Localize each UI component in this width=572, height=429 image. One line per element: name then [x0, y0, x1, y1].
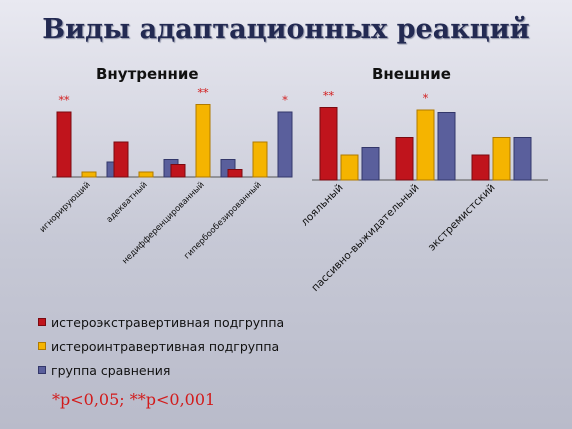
legend-swatch-series3 [38, 366, 46, 374]
legend-item-series2: истероинтравертивная подгруппа [38, 334, 284, 358]
significance-marker: ** [323, 90, 335, 103]
slide-title: Виды адаптационных реакций [42, 14, 530, 45]
chart-title-external: Внешние [372, 65, 451, 83]
chart-external: **лояльный*пассивно-выжидательный экстрем… [299, 90, 548, 294]
bar-external-экстремистский-series1 [471, 154, 490, 181]
bar-external-лояльный-series3 [361, 147, 380, 181]
bar-internal-адекватный-series1 [113, 141, 129, 178]
bar-external-экстремистский-series2 [492, 137, 511, 181]
bar-internal-недифференцированный-series1 [170, 164, 186, 178]
legend-item-series3: группа сравнения [38, 358, 284, 382]
bar-internal-гипербообезированный-series1 [227, 169, 243, 178]
legend-swatch-series1 [38, 318, 46, 326]
legend-label-series1: истероэкстравертивная подгруппа [51, 314, 285, 330]
significance-marker: ** [198, 87, 210, 100]
chart-title-internal: Внутренние [96, 65, 199, 83]
bar-internal-гипербообезированный-series2 [252, 141, 268, 178]
bar-internal-гипербообезированный-series3 [277, 111, 293, 178]
bar-internal-игнорирующий-series2 [81, 171, 97, 178]
significance-marker: * [423, 92, 429, 105]
legend-label-series2: истероинтравертивная подгруппа [51, 338, 280, 354]
significance-footnote: *p<0,05; **p<0,001 [52, 390, 216, 409]
category-label: лояльный [299, 182, 346, 229]
legend-label-series3: группа сравнения [51, 362, 171, 378]
legend: истероэкстравертивная подгруппа истероин… [38, 310, 284, 382]
bar-internal-игнорирующий-series1 [56, 111, 72, 178]
bar-internal-адекватный-series2 [138, 171, 154, 178]
category-label: экстремистский [426, 182, 498, 254]
bar-external-пассивно-выжидательный-series3 [437, 112, 456, 181]
bar-external-пассивно-выжидательный-series1 [395, 137, 414, 181]
bar-external-экстремистский-series3 [513, 137, 532, 181]
category-label: адекватный [104, 179, 149, 224]
bar-external-лояльный-series1 [319, 107, 338, 181]
legend-item-series1: истероэкстравертивная подгруппа [38, 310, 284, 334]
significance-marker: * [282, 94, 288, 107]
chart-internal: **игнорирующий адекватный**недифференциро… [37, 87, 293, 266]
significance-marker: ** [59, 94, 71, 107]
bar-internal-недифференцированный-series2 [195, 104, 211, 178]
bar-external-пассивно-выжидательный-series2 [416, 109, 435, 181]
legend-swatch-series2 [38, 342, 46, 350]
category-label: игнорирующий [37, 179, 92, 234]
bar-external-лояльный-series2 [340, 154, 359, 181]
